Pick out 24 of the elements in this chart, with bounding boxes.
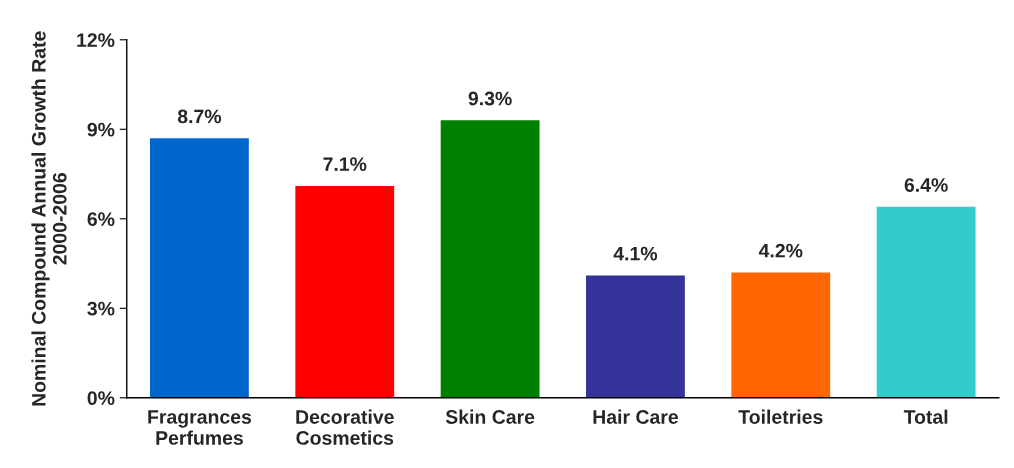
- y-tick-label: 0%: [87, 391, 115, 406]
- data-label: 9.3%: [468, 91, 512, 106]
- bar: [731, 272, 831, 398]
- y-tick-label: 3%: [87, 301, 115, 316]
- x-tick-label: Fragrances Perfumes: [148, 410, 252, 445]
- y-tick-label: 9%: [87, 122, 115, 137]
- x-tick-label: Decorative Cosmetics: [296, 409, 394, 445]
- y-axis-title: Nominal Compound Annual Growth Rate 2000-2006: [31, 31, 67, 406]
- bar: [876, 206, 976, 398]
- bar: [295, 185, 395, 398]
- x-tick-label: Skin Care: [445, 409, 535, 424]
- x-tick-label: Toiletries: [738, 409, 823, 424]
- data-label: 4.1%: [613, 246, 658, 261]
- bar: [440, 120, 540, 398]
- y-tick-label: 12%: [77, 33, 115, 47]
- data-label: 7.1%: [323, 157, 367, 171]
- data-label: 4.2%: [758, 243, 803, 258]
- data-label: 8.7%: [177, 109, 222, 124]
- x-tick-label: Hair Care: [593, 409, 679, 424]
- bar: [586, 275, 685, 398]
- data-label: 6.4%: [904, 178, 948, 192]
- bar: [150, 138, 249, 398]
- y-tick-label: 6%: [87, 212, 115, 227]
- x-tick-label: Total: [903, 409, 948, 424]
